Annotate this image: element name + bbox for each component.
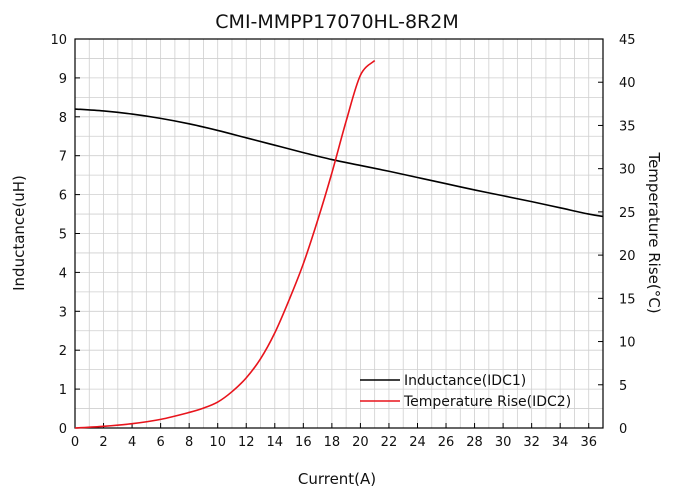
x-tick-label: 24 <box>409 435 426 450</box>
x-axis-label: Current(A) <box>298 470 376 488</box>
y2-tick-label: 10 <box>619 336 636 351</box>
x-tick-label: 26 <box>438 435 455 450</box>
grid <box>74 38 604 429</box>
x-tick-label: 28 <box>466 435 483 450</box>
x-tick-label: 20 <box>352 435 369 450</box>
y2-tick-label: 25 <box>619 206 636 221</box>
chart-title: CMI-MMPP17070HL-8R2M <box>215 11 458 33</box>
x-tick-label: 22 <box>381 435 398 450</box>
legend-label: Temperature Rise(IDC2) <box>403 394 571 410</box>
y-tick-label: 5 <box>59 228 67 243</box>
x-tick-label: 18 <box>324 435 341 450</box>
y2-tick-label: 45 <box>619 33 636 48</box>
y-tick-label: 4 <box>59 266 67 281</box>
y2-axis-label: Temperature Rise(°C) <box>645 151 663 313</box>
y2-tick-label: 5 <box>619 379 627 394</box>
temperature-rise-line <box>74 60 376 429</box>
x-tick-label: 4 <box>128 435 136 450</box>
y2-tick-label: 20 <box>619 249 636 264</box>
legend: Inductance(IDC1) Temperature Rise(IDC2) <box>360 373 571 410</box>
y-tick-label: 6 <box>59 189 67 204</box>
y2-tick-label: 30 <box>619 163 636 178</box>
x-tick-label: 36 <box>580 435 597 450</box>
y2-tick-label: 40 <box>619 76 636 91</box>
series-layer <box>74 60 604 429</box>
y-tick-label: 10 <box>50 33 67 48</box>
y2-tick-label: 35 <box>619 119 636 134</box>
y-axis-label: Inductance(uH) <box>10 175 28 291</box>
y-tick-label: 1 <box>59 383 67 398</box>
x-tick-label: 12 <box>238 435 255 450</box>
x-tick-label: 34 <box>552 435 569 450</box>
x-tick-label: 16 <box>295 435 312 450</box>
y-tick-label: 2 <box>59 344 67 359</box>
x-tick-label: 2 <box>99 435 107 450</box>
x-tick-label: 0 <box>71 435 79 450</box>
x-tick-label: 30 <box>495 435 512 450</box>
legend-label: Inductance(IDC1) <box>404 373 526 389</box>
inductance-line <box>74 108 604 218</box>
y2-tick-label: 0 <box>619 422 627 437</box>
x-tick-label: 6 <box>156 435 164 450</box>
y-tick-label: 0 <box>59 422 67 437</box>
y-tick-label: 7 <box>59 150 67 165</box>
x-tick-label: 10 <box>209 435 226 450</box>
x-tick-label: 14 <box>267 435 284 450</box>
x-tick-label: 8 <box>185 435 193 450</box>
y2-tick-label: 15 <box>619 292 636 307</box>
x-tick-label: 32 <box>523 435 540 450</box>
y-tick-label: 8 <box>59 111 67 126</box>
y-tick-label: 3 <box>59 305 67 320</box>
y-tick-label: 9 <box>59 72 67 87</box>
tick-marks: 0 2 4 6 8 10 12 14 16 18 20 22 24 26 28 30 32 34 360123456… <box>50 33 635 450</box>
